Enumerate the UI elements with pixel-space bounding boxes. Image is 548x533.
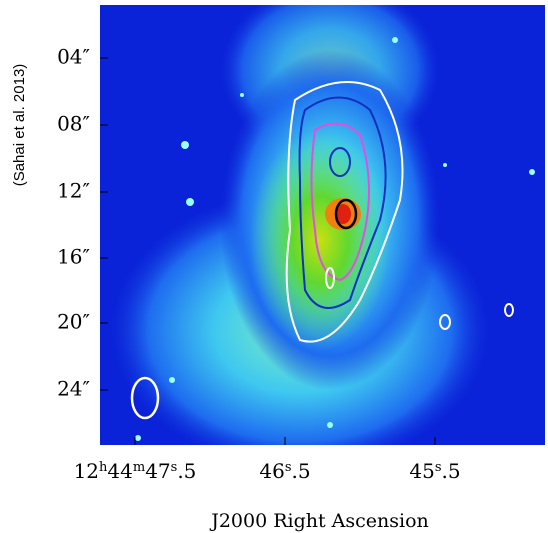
credit: (Sahai et al. 2013) — [11, 64, 28, 187]
x-axis-label: J2000 Right Ascension — [209, 510, 429, 532]
x-tick-part: 47 — [145, 459, 170, 483]
ticks — [100, 57, 436, 445]
x-tick-part: 45 — [409, 459, 434, 483]
x-tick-part: m — [133, 460, 145, 475]
x-tick-part: 12 — [74, 459, 99, 483]
y-tick-label: 12″ — [57, 179, 90, 203]
image — [100, 5, 545, 445]
x-tick-part: .5 — [292, 459, 311, 483]
x-tick-label: 45s.5 — [409, 459, 460, 483]
x-tick-part: s — [435, 460, 442, 475]
y-tick-label: 20″ — [57, 310, 90, 334]
x-tick-part: 44 — [107, 459, 132, 483]
y-tick-label: 08″ — [57, 112, 90, 136]
stars — [135, 37, 535, 441]
y-tick-label: 16″ — [57, 245, 90, 269]
x-tick-label: 46s.5 — [259, 459, 310, 483]
x-tick-part: h — [99, 460, 108, 475]
x-tick-part: .5 — [442, 459, 461, 483]
x-tick-part: .5 — [177, 459, 196, 483]
x-tick-part: s — [285, 460, 292, 475]
y-tick-label: 04″ — [57, 45, 90, 69]
x-tick-part: 46 — [259, 459, 284, 483]
x-tick-part: s — [171, 460, 178, 475]
x-tick-label: 12h44m47s.5 — [74, 459, 197, 483]
y-tick-label: 24″ — [57, 377, 90, 401]
